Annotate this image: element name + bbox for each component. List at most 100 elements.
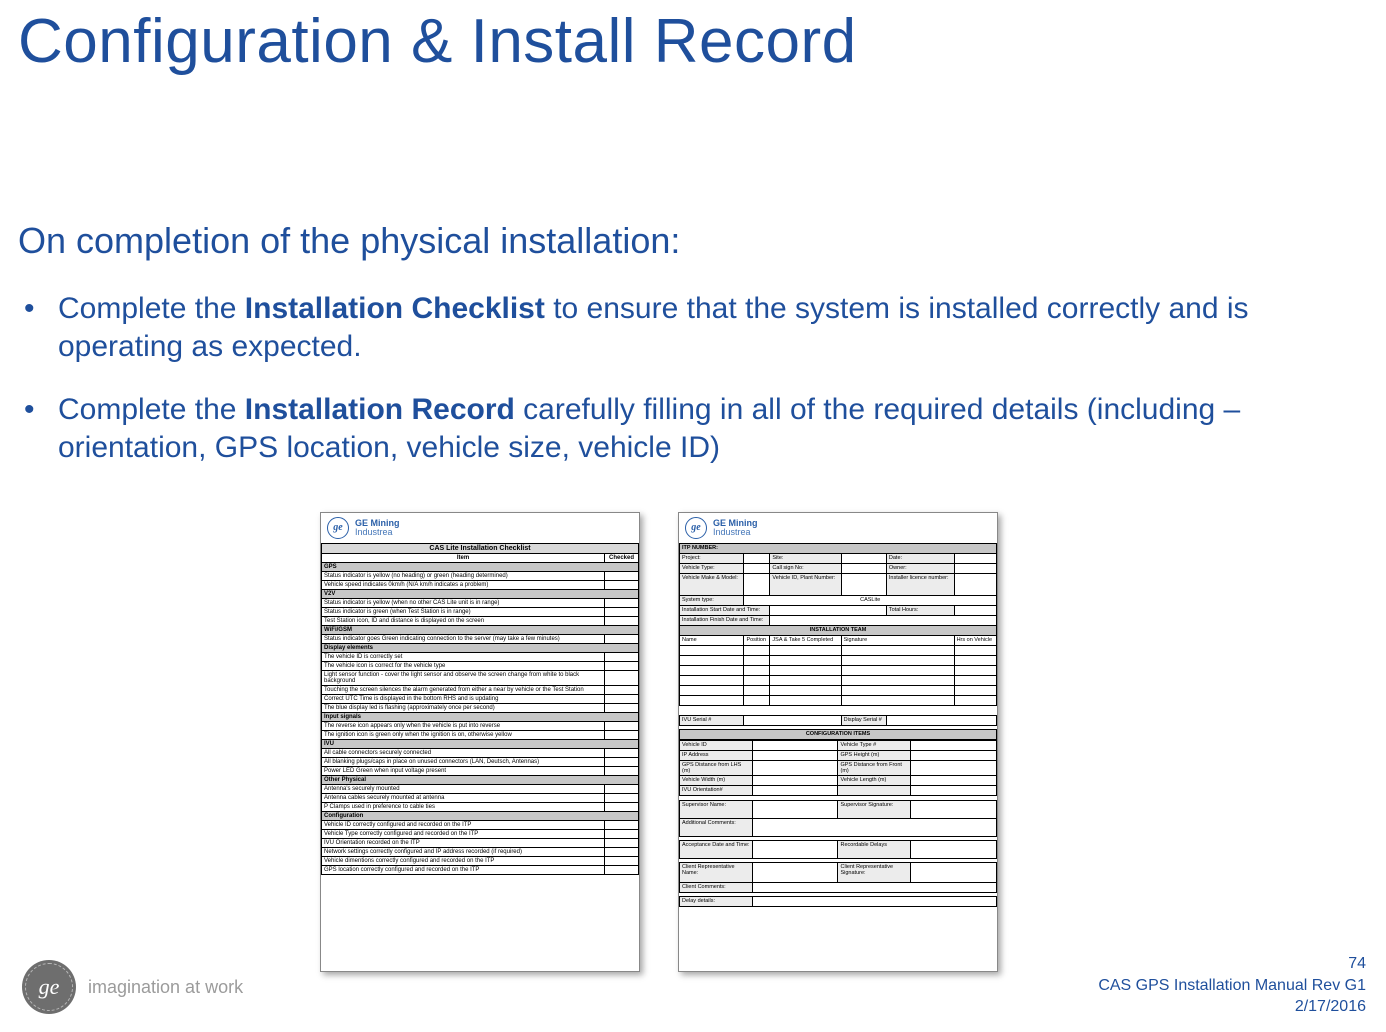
bullet-item: • Complete the Installation Checklist to… xyxy=(18,290,1368,365)
checklist-item: Power LED Green when input voltage prese… xyxy=(322,767,605,776)
checklist-checkcell xyxy=(605,722,639,731)
cfg-label: GPS Height (m) xyxy=(838,751,911,761)
checklist-item: Status indicator goes Green indicating c… xyxy=(322,635,605,644)
ge-monogram-icon: ge xyxy=(685,517,707,539)
section-header: V2V xyxy=(322,590,639,599)
checklist-checkcell xyxy=(605,803,639,812)
gap xyxy=(680,706,997,716)
cfg-label: Vehicle Length (m) xyxy=(838,776,911,786)
checklist-checkcell xyxy=(605,662,639,671)
checklist-title: CAS Lite Installation Checklist xyxy=(322,544,639,554)
label: Supervisor Signature: xyxy=(838,800,911,818)
checklist-checkcell xyxy=(605,617,639,626)
record-table: ITP NUMBER: Project: Site: Date: Vehicle… xyxy=(679,543,997,740)
tagline: imagination at work xyxy=(88,977,243,998)
cfg-value xyxy=(752,741,838,751)
checklist-item: Touching the screen silences the alarm g… xyxy=(322,686,605,695)
checklist-checkcell xyxy=(605,671,639,686)
checklist-checkcell xyxy=(605,830,639,839)
cfg-label: GPS Distance from Front (m) xyxy=(838,761,911,776)
footer-right: 74 CAS GPS Installation Manual Rev G1 2/… xyxy=(1098,953,1366,1018)
cfg-value xyxy=(911,741,997,751)
doc-title: CAS GPS Installation Manual Rev G1 xyxy=(1098,975,1366,997)
checklist-checkcell xyxy=(605,599,639,608)
bullet-prefix: Complete the xyxy=(58,393,245,426)
cfg-value xyxy=(911,751,997,761)
bullet-dot: • xyxy=(18,391,58,466)
page-number: 74 xyxy=(1098,953,1366,975)
team-col: Hrs on Vehicle xyxy=(954,636,996,646)
checklist-item: Vehicle ID correctly configured and reco… xyxy=(322,821,605,830)
section-header: IVU xyxy=(322,740,639,749)
checklist-item: Status indicator is yellow (no heading) … xyxy=(322,572,605,581)
team-col: Signature xyxy=(841,636,954,646)
col-checked: Checked xyxy=(605,554,639,563)
checklist-item: All blanking plugs/caps in place on unus… xyxy=(322,758,605,767)
cfg-value xyxy=(911,761,997,776)
cfg-value xyxy=(752,751,838,761)
checklist-checkcell xyxy=(605,866,639,875)
record-thumbnail: ge GE Mining Industrea ITP NUMBER: Proje… xyxy=(678,512,998,972)
bullet-text: Complete the Installation Record careful… xyxy=(58,391,1368,466)
checklist-checkcell xyxy=(605,572,639,581)
checklist-checkcell xyxy=(605,686,639,695)
config-header: CONFIGURATION ITEMS xyxy=(680,730,997,740)
cfg-value xyxy=(911,786,997,796)
signoff-table: Supervisor Name: Supervisor Signature: A… xyxy=(679,796,997,907)
checklist-item: Antenna's securely mounted xyxy=(322,785,605,794)
ge-monogram-icon: ge xyxy=(327,517,349,539)
label: Date: xyxy=(886,554,954,564)
label: Recordable Delays xyxy=(838,840,911,858)
checklist-table: CAS Lite Installation Checklist Item Che… xyxy=(321,543,639,875)
label: System type: xyxy=(680,596,744,606)
label: Additional Comments: xyxy=(680,818,753,836)
footer-left: ge imagination at work xyxy=(22,960,243,1014)
bullet-text: Complete the Installation Checklist to e… xyxy=(58,290,1368,365)
bullet-list: • Complete the Installation Checklist to… xyxy=(18,290,1368,492)
col-item: Item xyxy=(322,554,605,563)
checklist-checkcell xyxy=(605,695,639,704)
checklist-checkcell xyxy=(605,794,639,803)
cfg-value xyxy=(752,776,838,786)
bullet-prefix: Complete the xyxy=(58,292,245,325)
checklist-checkcell xyxy=(605,839,639,848)
checklist-item: The blue display led is flashing (approx… xyxy=(322,704,605,713)
checklist-checkcell xyxy=(605,767,639,776)
checklist-item: The vehicle icon is correct for the vehi… xyxy=(322,662,605,671)
section-header: Configuration xyxy=(322,812,639,821)
brand-line2: Industrea xyxy=(355,528,400,537)
checklist-checkcell xyxy=(605,848,639,857)
ge-monogram-icon: ge xyxy=(22,960,76,1014)
checklist-item: All cable connectors securely connected xyxy=(322,749,605,758)
section-header: Input signals xyxy=(322,713,639,722)
cfg-value xyxy=(752,786,838,796)
thumb-brand-header: ge GE Mining Industrea xyxy=(679,513,997,543)
checklist-checkcell xyxy=(605,704,639,713)
checklist-checkcell xyxy=(605,653,639,662)
checklist-item: Network settings correctly configured an… xyxy=(322,848,605,857)
checklist-item: P Clamps used in preference to cable tie… xyxy=(322,803,605,812)
cfg-label: Vehicle ID xyxy=(680,741,753,751)
team-col: Position xyxy=(744,636,770,646)
checklist-checkcell xyxy=(605,608,639,617)
bullet-bold: Installation Checklist xyxy=(245,292,545,325)
checklist-checkcell xyxy=(605,749,639,758)
cfg-label: IP Address xyxy=(680,751,753,761)
doc-date: 2/17/2016 xyxy=(1098,996,1366,1018)
checklist-item: Vehicle Type correctly configured and re… xyxy=(322,830,605,839)
config-table: Vehicle IDVehicle Type #IP AddressGPS He… xyxy=(679,740,997,796)
checklist-item: Test Station icon, ID and distance is di… xyxy=(322,617,605,626)
label: Client Representative Name: xyxy=(680,862,753,882)
itp-number: ITP NUMBER: xyxy=(680,544,997,554)
checklist-item: Correct UTC Time is displayed in the bot… xyxy=(322,695,605,704)
checklist-checkcell xyxy=(605,731,639,740)
label: Vehicle ID, Plant Number: xyxy=(770,574,841,596)
label: Owner: xyxy=(886,564,954,574)
cfg-label: GPS Distance from LHS (m) xyxy=(680,761,753,776)
section-header: Other Physical xyxy=(322,776,639,785)
thumb-brand-header: ge GE Mining Industrea xyxy=(321,513,639,543)
checklist-checkcell xyxy=(605,635,639,644)
label: Call sign No: xyxy=(770,564,841,574)
page-subtitle: On completion of the physical installati… xyxy=(18,220,680,262)
label: Site: xyxy=(770,554,841,564)
